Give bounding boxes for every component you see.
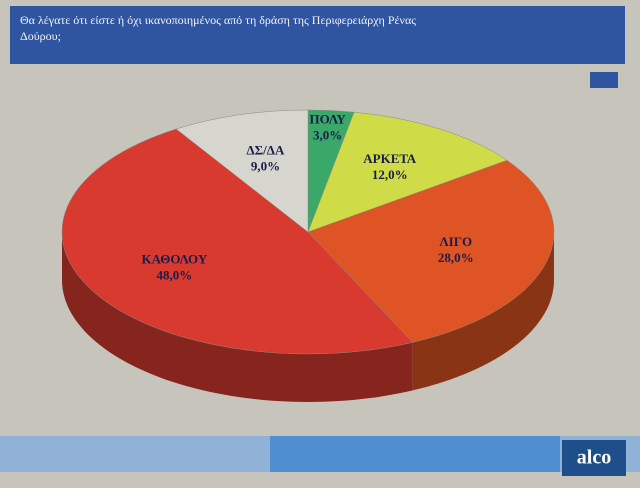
value-label: 9,0% bbox=[251, 158, 280, 173]
value-label: 12,0% bbox=[372, 167, 408, 182]
pie-slice bbox=[307, 111, 508, 233]
title-banner bbox=[10, 6, 625, 64]
value-label: 28,0% bbox=[438, 250, 474, 265]
pie-slice bbox=[175, 109, 309, 233]
chart-title: Θα λέγατε ότι είστε ή όχι ικανοποιημένος… bbox=[20, 13, 416, 43]
slice-label: ΚΑΘΟΛΟΥ bbox=[141, 251, 207, 266]
slice-label: ΛΙΓΟ bbox=[439, 234, 472, 249]
slice-label: ΔΣ/ΔΑ bbox=[247, 142, 285, 157]
logo-box bbox=[562, 440, 626, 476]
pie-slice bbox=[307, 160, 555, 343]
pie-side bbox=[62, 232, 413, 402]
badge bbox=[590, 72, 618, 88]
value-label: 48,0% bbox=[156, 267, 192, 282]
logo: alco bbox=[577, 447, 611, 469]
footer-bar-accent bbox=[270, 436, 560, 472]
value-label: 3,0% bbox=[313, 128, 342, 143]
pie-slice bbox=[61, 128, 414, 355]
slice-label: ΑΡΚΕΤΑ bbox=[363, 151, 417, 166]
pie-side bbox=[412, 232, 554, 391]
slice-label: ΠΟΛΥ bbox=[310, 112, 347, 127]
title-box: Θα λέγατε ότι είστε ή όχι ικανοποιημένος… bbox=[20, 13, 416, 43]
